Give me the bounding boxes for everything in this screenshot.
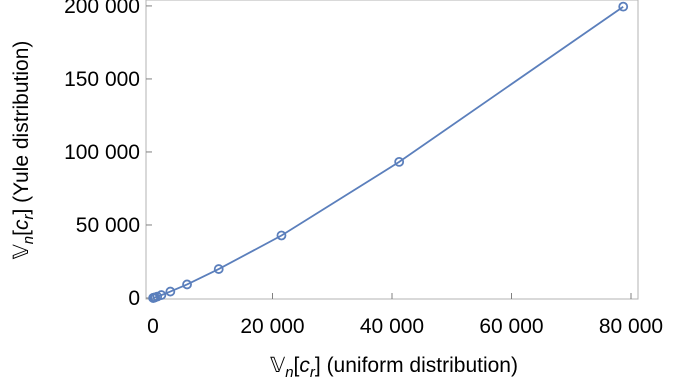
x-tick-label: 40 000 — [360, 315, 424, 338]
data-point — [276, 230, 287, 241]
x-tick-label: 0 — [147, 315, 159, 338]
x-tick-label: 60 000 — [479, 315, 543, 338]
axis-ticks — [146, 5, 632, 299]
data-point — [165, 286, 176, 297]
y-tick-label: 50 000 — [76, 214, 140, 237]
data-point — [213, 264, 224, 274]
data-point — [156, 290, 167, 300]
y-tick-label: 150 000 — [64, 68, 140, 91]
y-tick-label: 0 — [128, 287, 140, 310]
x-tick-label: 80 000 — [599, 315, 663, 338]
series-line — [152, 5, 624, 299]
axis-tick-labels: 0 20 000 40 000 60 000 80 000 0 50 000 100 000 1… — [64, 0, 663, 338]
series-markers — [148, 1, 629, 303]
data-point — [182, 279, 192, 290]
y-tick-label: 200 000 — [64, 0, 140, 18]
x-tick-label: 20 000 — [240, 315, 304, 338]
x-axis-title: 𝕍n[cr] (uniform distribution) — [270, 354, 518, 381]
data-point — [618, 1, 629, 12]
data-point — [394, 156, 405, 167]
y-tick-label: 100 000 — [64, 141, 140, 164]
y-axis-title: 𝕍n[cr] (Yule distribution) — [10, 41, 37, 260]
plot-frame — [145, 0, 639, 300]
